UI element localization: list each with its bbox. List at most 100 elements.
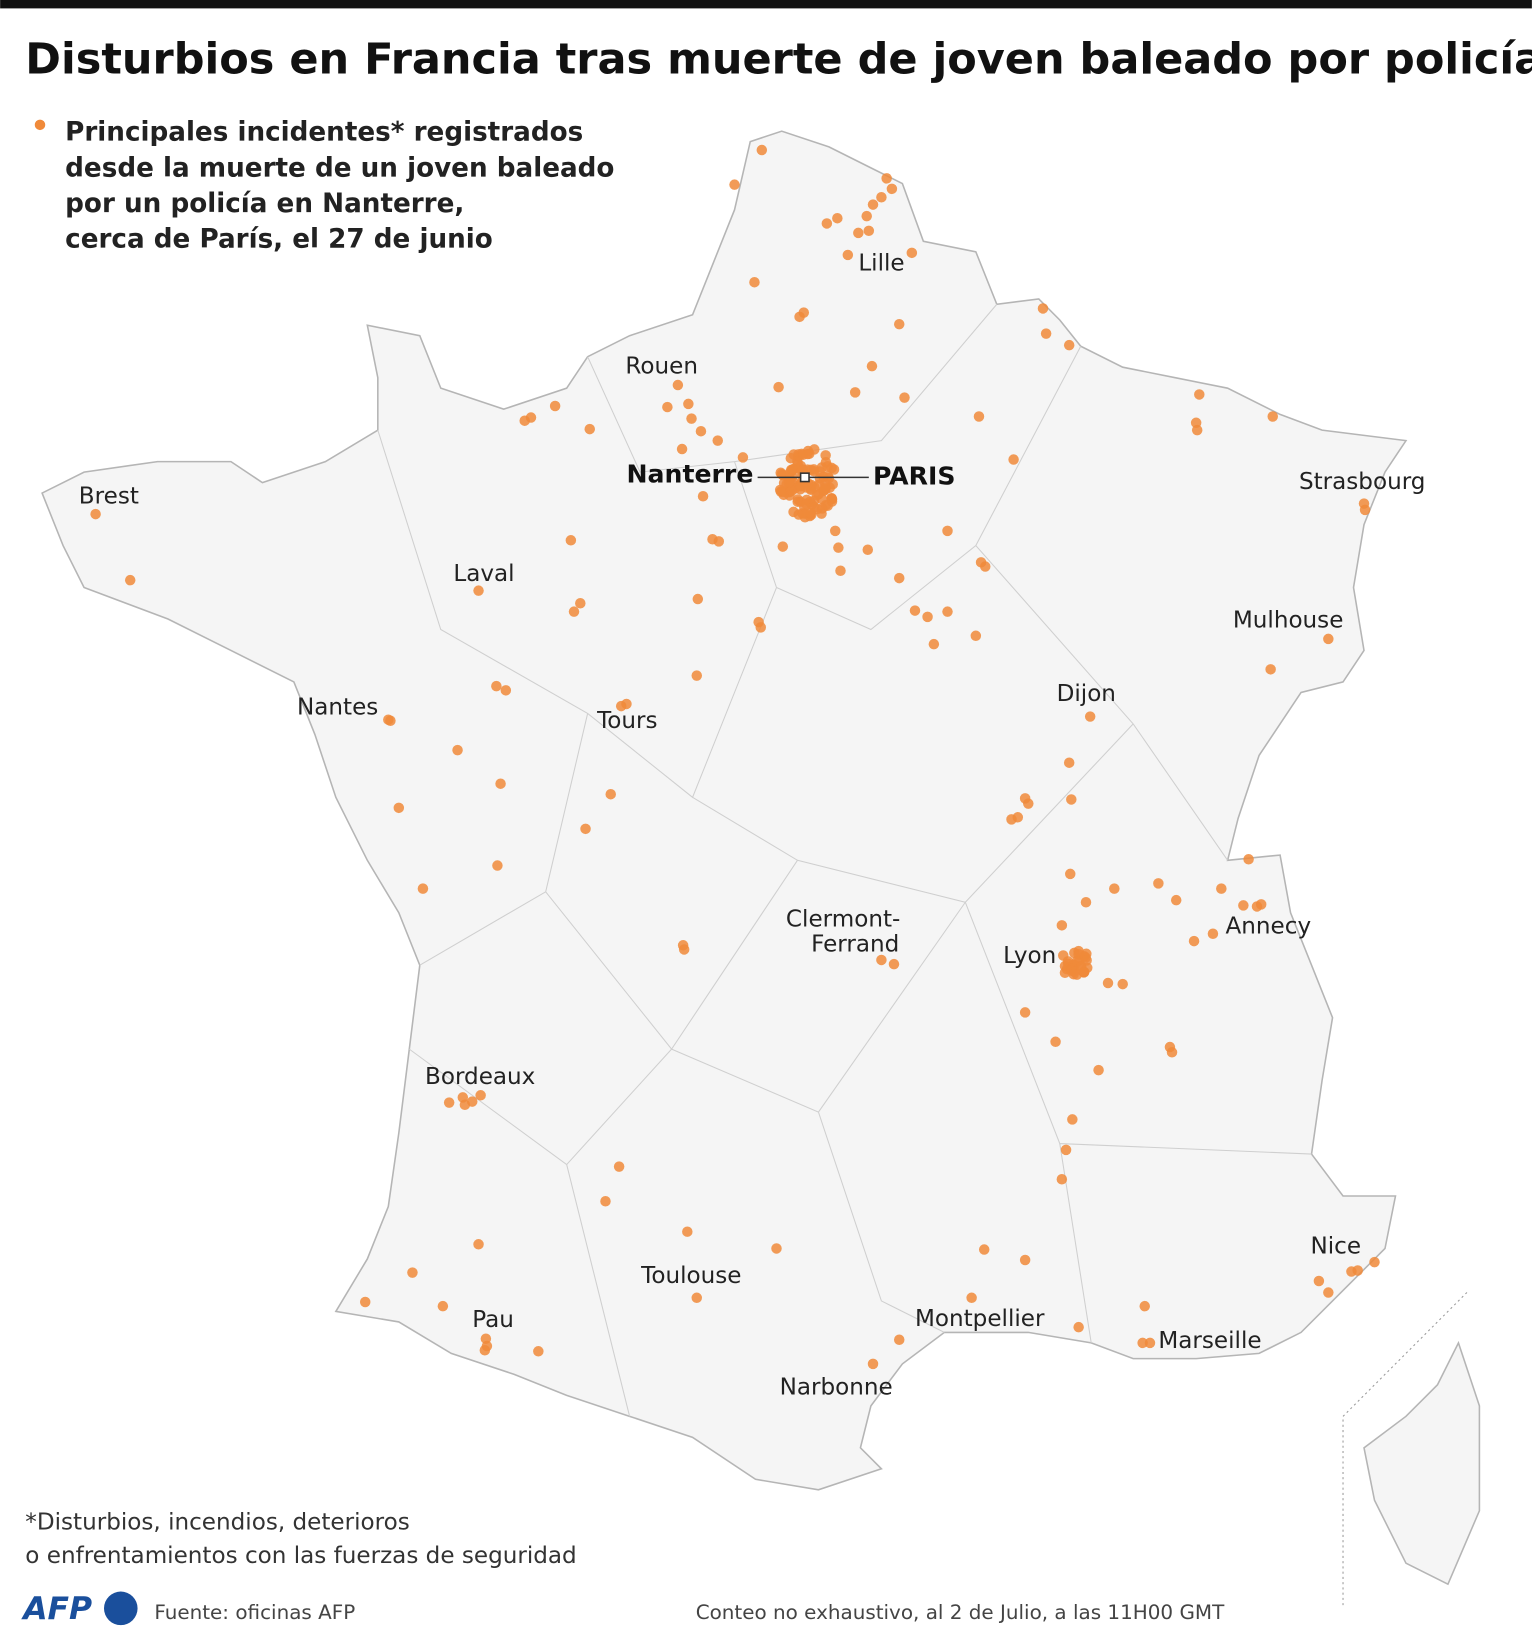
incident-dot (1238, 900, 1249, 911)
paris-label: PARIS (873, 462, 955, 491)
incident-dot (928, 638, 940, 650)
incident-dot (729, 179, 740, 190)
incident-dot (124, 574, 136, 586)
incident-dot (800, 498, 812, 510)
incident-dot (393, 802, 405, 814)
incident-dot (1063, 757, 1075, 768)
incident-dot (829, 525, 841, 537)
incident-dot (662, 401, 673, 413)
incident-dot (90, 508, 101, 520)
incident-dot (1153, 878, 1164, 889)
incident-dot (575, 598, 586, 609)
afp-logo: AFP (20, 1591, 92, 1627)
incident-dot (773, 381, 784, 393)
incident-dot (867, 199, 879, 210)
incident-dot (802, 445, 814, 457)
incident-dot (1060, 1144, 1072, 1156)
incident-dot (1084, 711, 1096, 722)
city-label: Pau (472, 1307, 514, 1333)
legend-line: por un policía en Nanterre, (65, 189, 464, 219)
city-label: Narbonne (780, 1374, 893, 1400)
incident-dot (978, 1244, 990, 1255)
city-label: Nice (1311, 1234, 1362, 1260)
incident-dot (452, 744, 463, 756)
incident-dot (1056, 1173, 1068, 1185)
incident-dot (862, 544, 874, 555)
source: Fuente: oficinas AFP (154, 1601, 355, 1624)
incident-dot (788, 464, 799, 475)
incident-dot (549, 400, 561, 412)
incident-dot (443, 1097, 455, 1108)
incident-dot (833, 542, 844, 553)
incident-dot (1191, 424, 1203, 436)
incident-dot (942, 606, 953, 617)
incident-dot (713, 536, 725, 547)
incident-dot (1050, 1036, 1061, 1048)
incident-dot (876, 191, 887, 203)
city-label: Annecy (1226, 914, 1312, 940)
incident-dot (1323, 633, 1334, 645)
incident-dot (805, 507, 816, 519)
incident-dot (922, 611, 933, 623)
incident-dot (886, 183, 898, 195)
incident-dot (1065, 868, 1076, 880)
incident-dot (1008, 454, 1019, 465)
incident-dot (863, 225, 875, 237)
incident-dot (691, 1292, 703, 1304)
city-label: Strasbourg (1299, 469, 1425, 495)
incident-dot (672, 379, 684, 391)
incident-dot (437, 1300, 449, 1312)
incident-dot (1265, 664, 1276, 675)
incident-dot (777, 541, 789, 552)
incident-dot (1065, 965, 1077, 976)
incident-dot (1207, 928, 1219, 939)
incident-dot (832, 212, 843, 224)
incident-dot (774, 484, 786, 496)
incident-dot (1139, 1300, 1150, 1312)
incident-dots (90, 144, 1380, 1370)
incident-dot (1081, 955, 1092, 966)
legend-line: desde la muerte de un joven baleado (65, 153, 614, 183)
incident-dot (1067, 1114, 1078, 1125)
incident-dot (756, 144, 768, 156)
incident-dot (500, 685, 512, 696)
incident-dot (473, 1239, 484, 1250)
city-label: Laval (453, 561, 514, 587)
city-label: Tours (596, 708, 657, 734)
incident-dot (1369, 1256, 1380, 1268)
incident-dot (605, 788, 616, 800)
incident-dot (853, 227, 864, 239)
city-label: Toulouse (640, 1263, 741, 1289)
incident-dot (842, 249, 854, 261)
legend: Principales incidentes* registrados desde… (65, 118, 614, 255)
incident-dot (820, 482, 831, 493)
incident-dot (1023, 798, 1034, 809)
incident-dot (568, 606, 580, 617)
footnote: *Disturbios, incendios, deterioros o enfr… (25, 1510, 576, 1570)
incident-dot (1144, 1337, 1156, 1349)
city-label: Brest (79, 484, 139, 510)
incident-dot (966, 1292, 977, 1304)
incident-dot (909, 605, 921, 616)
city-label: Bordeaux (425, 1064, 535, 1090)
incident-dot (407, 1267, 418, 1278)
city-label: Ferrand (811, 932, 899, 958)
city-label: Marseille (1158, 1328, 1261, 1354)
incident-dot (1019, 1254, 1031, 1266)
incident-dot (749, 276, 760, 288)
incident-dot (678, 944, 690, 955)
incident-dot (580, 823, 591, 835)
city-label: Dijon (1057, 681, 1116, 707)
incident-dot (793, 509, 804, 520)
incident-dot (1012, 812, 1024, 823)
incident-dot (533, 1346, 544, 1357)
incident-dot (893, 318, 905, 330)
incident-dot (785, 452, 797, 464)
incident-dot (417, 883, 429, 894)
incident-dot (691, 670, 703, 681)
incident-dot (613, 1161, 625, 1172)
incident-dot (1255, 899, 1267, 910)
incident-dot (1093, 1064, 1104, 1076)
incident-dot (1073, 1321, 1084, 1333)
incident-dot (1063, 339, 1075, 351)
